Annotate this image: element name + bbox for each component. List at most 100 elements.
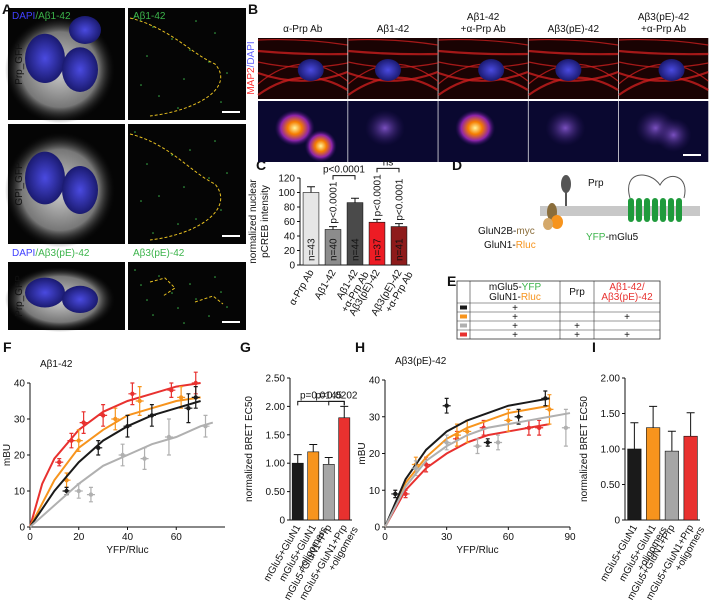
cell [364, 110, 405, 146]
label: Prp [569, 287, 585, 298]
bracket-label: p=0.0202 [316, 390, 358, 401]
swatch [460, 332, 467, 337]
point [563, 425, 569, 430]
puncta [152, 314, 154, 316]
point [193, 380, 198, 386]
cell [545, 110, 586, 146]
point [81, 420, 86, 425]
bracket [328, 400, 345, 406]
puncta [171, 38, 173, 40]
table-frame [456, 280, 661, 340]
filament [438, 49, 528, 56]
puncta [195, 298, 197, 300]
puncta [146, 55, 148, 57]
error-bar [293, 454, 302, 464]
y-tick-label: 1.00 [601, 445, 621, 456]
outline [129, 133, 222, 241]
puncta [214, 32, 216, 34]
y-axis-label: normalized BRET EC50 [579, 396, 590, 502]
y-tick-label: 10 [369, 486, 381, 497]
label: GluN1-Rluc [489, 292, 541, 303]
y-tick-label: 120 [278, 174, 295, 185]
x-tick-label: 0 [382, 532, 388, 543]
label: Aβ1-42/ [609, 282, 644, 293]
point [76, 488, 81, 494]
cell [25, 277, 65, 308]
y-tick-label: 100 [278, 188, 295, 199]
table-cell: + [574, 321, 580, 332]
label: DAPI/Aβ3(pE)-42 [12, 248, 90, 259]
label-part: Prp [588, 178, 604, 189]
label-part: myc [516, 226, 534, 237]
bar [338, 417, 351, 521]
cell [297, 59, 324, 81]
puncta [226, 306, 228, 308]
point [444, 403, 449, 408]
fit-line [29, 400, 201, 528]
helix [628, 198, 634, 222]
puncta [177, 223, 179, 225]
label-part: /Aβ1-42 [35, 11, 71, 22]
y-tick-label: 10 [14, 487, 26, 498]
error-bar [630, 422, 639, 449]
point [506, 418, 511, 423]
panel-label: H [355, 339, 365, 355]
filament [257, 49, 348, 56]
error-bar [340, 405, 349, 418]
error-bar [373, 218, 381, 223]
cell [478, 59, 505, 81]
label-part: DAPI [12, 11, 35, 22]
label-part: GluN1- [484, 240, 516, 251]
y-axis-label: pCREB intensity [260, 185, 271, 258]
point [193, 395, 198, 400]
puncta [226, 72, 228, 74]
point [100, 413, 106, 418]
y-tick-label: 20 [14, 451, 26, 462]
label-part: Rluc [516, 240, 536, 251]
cell [62, 285, 98, 313]
label-part: Aβ1-42 [133, 11, 166, 22]
puncta [214, 276, 216, 278]
n-label: n=43 [307, 238, 318, 261]
point [186, 406, 191, 411]
bar [322, 464, 335, 521]
filament [528, 49, 619, 56]
y-axis-label: normalized nuclear [248, 179, 259, 264]
column-header: Aβ1-42 [377, 24, 410, 35]
x-tick-label: 60 [503, 532, 515, 543]
row-label: GPI_GFP [14, 162, 25, 206]
puncta [134, 131, 136, 133]
point [130, 391, 135, 396]
error-bar [307, 186, 315, 193]
cell [658, 59, 685, 81]
filament [528, 38, 619, 46]
label: MAP2/DAPI [246, 41, 257, 94]
row-label: Prp_GFP [14, 275, 25, 317]
bracket-label: p<0.0001 [323, 165, 365, 176]
n-label: n=37 [373, 238, 384, 261]
outline [149, 277, 224, 305]
label-part: -mGlu5 [605, 232, 638, 243]
bracket-label: p=0.0145 [300, 390, 342, 401]
bar [291, 462, 304, 521]
y-tick-label: 40 [284, 232, 296, 243]
x-tick-label: 30 [441, 532, 453, 543]
point [495, 440, 501, 445]
error-bar [309, 443, 318, 452]
table-cell: + [512, 321, 518, 332]
label: Aβ3(pE)-42 [133, 248, 185, 259]
y-tick-label: 80 [284, 203, 296, 214]
point [465, 429, 470, 434]
puncta [195, 20, 197, 22]
label-part: Prp [569, 287, 585, 298]
fit-line [29, 421, 214, 528]
p-value: p<0.0001 [329, 181, 340, 223]
y-tick-label: 0 [19, 523, 25, 534]
puncta [140, 284, 142, 286]
puncta [146, 299, 148, 301]
y-tick-label: 1.50 [601, 409, 621, 420]
membrane [540, 206, 700, 216]
point [393, 491, 398, 497]
label: GluN1-Rluc [484, 240, 536, 251]
label-part: DAPI [12, 248, 35, 259]
